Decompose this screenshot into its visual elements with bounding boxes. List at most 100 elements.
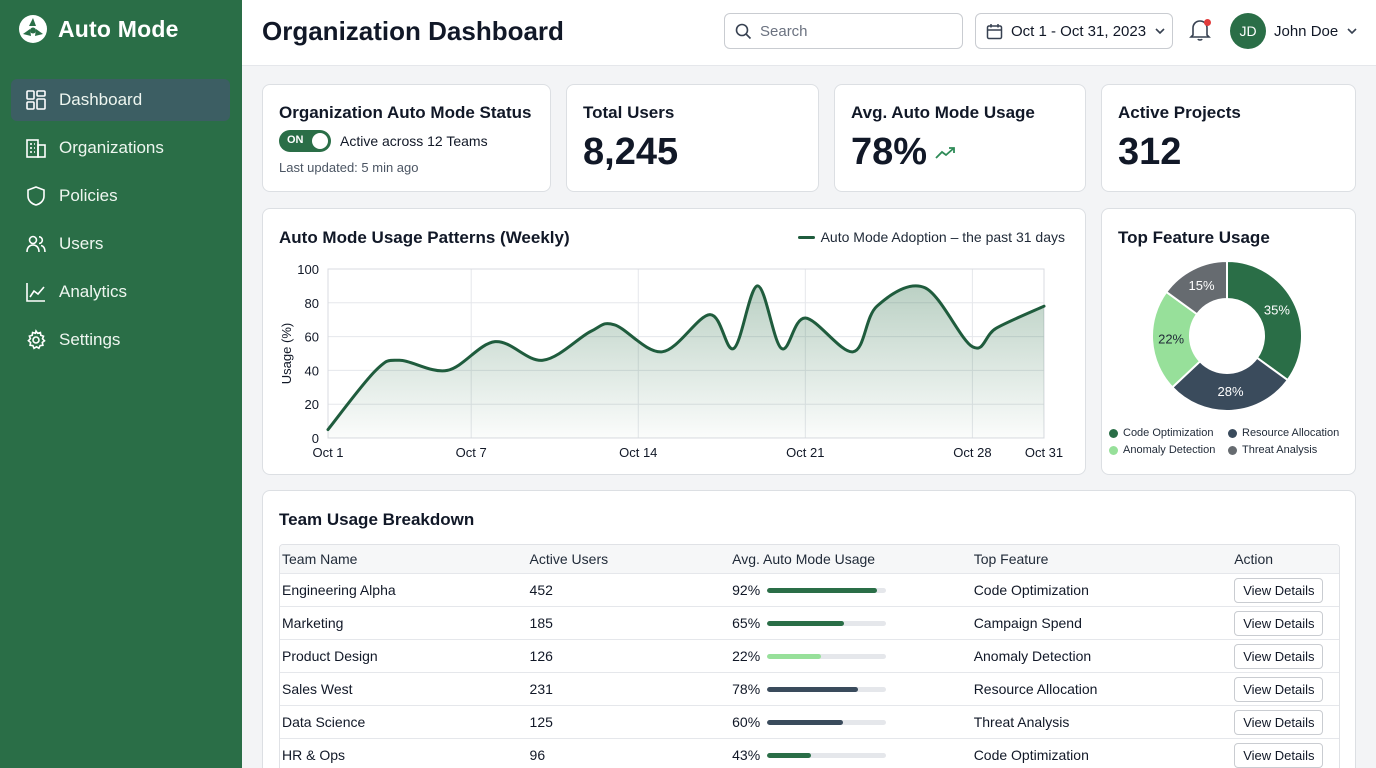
action-cell: View Details xyxy=(1234,577,1339,603)
avg-usage-value: 78% xyxy=(851,131,928,173)
legend-item: Resource Allocation xyxy=(1228,427,1354,439)
table-row: Marketing 185 65% Campaign Spend View Detail… xyxy=(280,607,1339,640)
table-body: Engineering Alpha 452 92% Code Optimization… xyxy=(280,574,1339,768)
slice-label: 35% xyxy=(1264,303,1290,318)
sidebar-item-dashboard[interactable]: Dashboard xyxy=(11,79,230,121)
avg-usage-title: Avg. Auto Mode Usage xyxy=(851,103,1035,122)
table-row: HR & Ops 96 43% Code Optimization View Detai… xyxy=(280,739,1339,768)
legend-dot xyxy=(1228,428,1237,438)
sidebar-item-organizations[interactable]: Organizations xyxy=(11,127,230,169)
action-cell: View Details xyxy=(1234,643,1339,669)
active-users-cell: 231 xyxy=(529,681,553,697)
usage-bar xyxy=(767,752,887,758)
chart-legend: Auto Mode Adoption – the past 31 days xyxy=(797,229,1065,245)
search-icon xyxy=(735,23,752,39)
usage-bar-fill xyxy=(767,686,858,692)
donut-legend: Code Optimization Resource Allocation Anom… xyxy=(1109,427,1354,456)
usage-bar-fill xyxy=(767,620,845,626)
legend-item: Threat Analysis xyxy=(1228,444,1354,456)
feature-chart-title: Top Feature Usage xyxy=(1118,228,1270,247)
notification-dot xyxy=(1204,19,1211,26)
x-tick-label: Oct 31 xyxy=(1025,445,1063,460)
view-details-button[interactable]: View Details xyxy=(1234,610,1324,636)
team-name-cell: Marketing xyxy=(282,615,344,631)
team-name-cell: Data Science xyxy=(282,714,366,730)
view-details-button[interactable]: View Details xyxy=(1234,676,1324,702)
bell-icon xyxy=(1189,20,1211,41)
top-feature-cell: Code Optimization xyxy=(973,747,1089,763)
sidebar: Auto Mode Dashboard Organizations Polici… xyxy=(0,0,242,768)
brand-name: Auto Mode xyxy=(58,15,179,42)
active-users-cell: 96 xyxy=(529,747,546,763)
sidebar-item-users[interactable]: Users xyxy=(11,223,230,265)
usage-bar xyxy=(767,620,887,626)
team-usage-card: Team Usage Breakdown Team Name Active Us… xyxy=(262,490,1356,768)
gear-icon xyxy=(27,329,46,350)
usage-line-chart: 0 20 40 60 80 100 Oct 1 Oct 7 Oct 14 Oct 21 Oct 28… xyxy=(279,262,1063,460)
y-tick-label: 100 xyxy=(297,262,319,277)
team-table-title: Team Usage Breakdown xyxy=(279,510,475,529)
user-menu[interactable]: JD John Doe xyxy=(1230,13,1358,49)
donut-slice xyxy=(1164,259,1228,316)
column-header: Team Name xyxy=(282,551,358,567)
x-tick-label: Oct 28 xyxy=(953,445,991,460)
y-axis-label: Usage (%) xyxy=(279,323,294,384)
avatar: JD xyxy=(1230,13,1266,49)
usage-cell: 78% xyxy=(732,681,974,697)
active-users-cell: 126 xyxy=(529,648,553,664)
usage-cell: 65% xyxy=(732,615,974,631)
notifications-button[interactable] xyxy=(1189,18,1213,44)
auto-mode-toggle[interactable]: ON xyxy=(279,130,331,152)
sidebar-item-label: Organizations xyxy=(59,138,164,157)
legend-label: Auto Mode Adoption – the past 31 days xyxy=(820,229,1065,245)
y-tick-label: 40 xyxy=(305,363,319,378)
top-header: Organization Dashboard Oct 1 - Oct 31, 2… xyxy=(242,0,1376,66)
building-icon xyxy=(26,139,46,158)
top-feature-usage-card: Top Feature Usage 35% 28% 22% 15% Code Opti… xyxy=(1101,208,1356,475)
sidebar-item-policies[interactable]: Policies xyxy=(11,175,230,217)
legend-item: Anomaly Detection xyxy=(1109,444,1228,456)
search-box[interactable] xyxy=(724,13,963,49)
total-users-card: Total Users 8,245 xyxy=(566,84,819,192)
legend-label: Code Optimization xyxy=(1123,427,1214,439)
usage-cell: 22% xyxy=(732,648,974,664)
column-header: Top Feature xyxy=(973,551,1049,567)
date-range-picker[interactable]: Oct 1 - Oct 31, 2023 xyxy=(975,13,1173,49)
chevron-down-icon xyxy=(1155,28,1165,35)
action-cell: View Details xyxy=(1234,610,1339,636)
top-feature-cell: Threat Analysis xyxy=(973,714,1070,730)
page-title: Organization Dashboard xyxy=(262,16,564,46)
y-tick-label: 80 xyxy=(305,296,319,311)
usage-bar xyxy=(767,587,887,593)
team-usage-table: Team Name Active Users Avg. Auto Mode Us… xyxy=(279,544,1340,768)
trend-up-icon xyxy=(935,146,955,159)
legend-dot xyxy=(1109,428,1118,438)
view-details-button[interactable]: View Details xyxy=(1234,577,1324,603)
active-projects-value: 312 xyxy=(1118,131,1182,173)
auto-mode-status-card: Organization Auto Mode Status ON Active … xyxy=(262,84,551,192)
usage-bar-fill xyxy=(767,719,844,725)
y-tick-label: 20 xyxy=(305,397,319,412)
view-details-button[interactable]: View Details xyxy=(1234,709,1324,735)
legend-label: Resource Allocation xyxy=(1242,427,1340,439)
total-users-title: Total Users xyxy=(583,103,675,122)
slice-label: 22% xyxy=(1158,332,1184,347)
team-name-cell: Sales West xyxy=(282,681,353,697)
table-header-row: Team Name Active Users Avg. Auto Mode Us… xyxy=(280,545,1339,574)
status-card-title: Organization Auto Mode Status xyxy=(279,103,532,122)
donut-slice xyxy=(1226,259,1303,382)
table-row: Product Design 126 22% Anomaly Detection Vie… xyxy=(280,640,1339,673)
sidebar-item-settings[interactable]: Settings xyxy=(11,319,230,361)
view-details-button[interactable]: View Details xyxy=(1234,643,1324,669)
active-projects-title: Active Projects xyxy=(1118,103,1241,122)
table-row: Sales West 231 78% Resource Allocation View … xyxy=(280,673,1339,706)
sidebar-item-analytics[interactable]: Analytics xyxy=(11,271,230,313)
column-header: Action xyxy=(1234,551,1274,567)
legend-swatch xyxy=(797,235,815,239)
legend-label: Threat Analysis xyxy=(1242,444,1318,456)
status-text: Active across 12 Teams xyxy=(340,133,488,149)
brand[interactable]: Auto Mode xyxy=(18,14,179,44)
active-projects-card: Active Projects 312 xyxy=(1101,84,1356,192)
search-input[interactable] xyxy=(760,22,950,40)
view-details-button[interactable]: View Details xyxy=(1234,742,1324,768)
